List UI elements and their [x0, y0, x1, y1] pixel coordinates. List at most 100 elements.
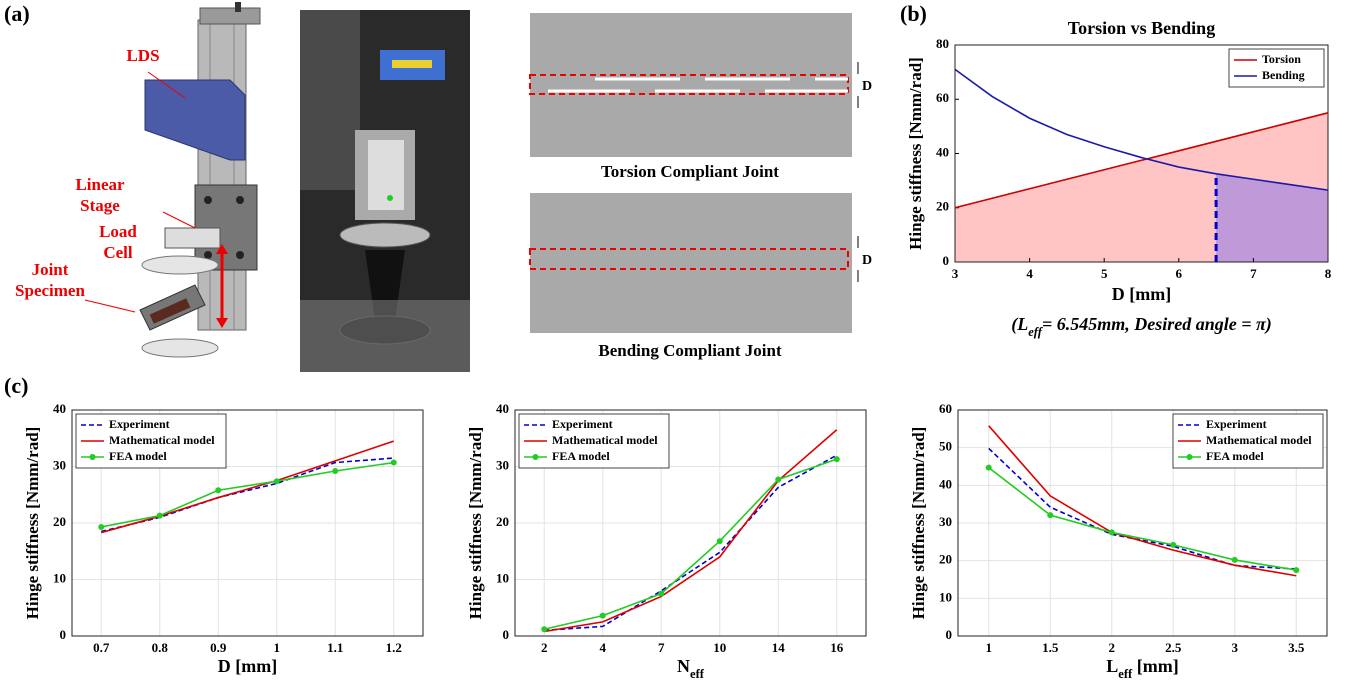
y-tick-label: 40: [53, 401, 66, 416]
y-tick-label: 30: [53, 457, 66, 472]
photo: [300, 10, 470, 372]
legend-label: Mathematical model: [552, 433, 658, 447]
x-tick-label: 6: [1176, 266, 1183, 281]
chart-caption-part: eff: [1028, 325, 1044, 339]
series-line: [101, 461, 394, 528]
series-line: [954, 112, 1329, 209]
callout: Stage: [80, 196, 120, 215]
chart-caption-part: (L: [1011, 314, 1028, 335]
callout: Load: [99, 222, 137, 241]
x-tick-label: 4: [1026, 266, 1033, 281]
y-tick-label: 30: [939, 514, 952, 529]
callout: Linear: [75, 175, 125, 194]
panel-label: (c): [4, 373, 28, 398]
legend-marker: [1186, 454, 1193, 460]
x-tick-label: 3.5: [1288, 640, 1305, 655]
series-line: [988, 425, 1297, 577]
legend-marker: [532, 454, 539, 460]
y-tick-label: 30: [496, 457, 509, 472]
legend-label: Experiment: [552, 417, 613, 431]
y-tick-label: 80: [936, 36, 949, 51]
chart-title: Torsion vs Bending: [1068, 18, 1215, 38]
series-line: [544, 458, 838, 630]
x-tick-label: 16: [830, 640, 844, 655]
x-tick-label: 10: [713, 640, 726, 655]
caption: Torsion Compliant Joint: [601, 162, 779, 181]
cad-illustration: [84, 2, 261, 358]
y-tick-label: 0: [503, 627, 510, 642]
legend-label: Experiment: [109, 417, 170, 431]
marker: [390, 459, 397, 466]
x-axis-label-part: eff: [1118, 667, 1133, 681]
caption: Bending Compliant Joint: [598, 341, 782, 360]
x-tick-label: 1.2: [386, 640, 402, 655]
x-tick-label: 2: [541, 640, 548, 655]
y-tick-label: 10: [53, 570, 66, 585]
area: [1216, 173, 1328, 262]
marker: [833, 456, 840, 463]
x-axis-label: D [mm]: [218, 656, 277, 676]
x-tick-label: 14: [772, 640, 786, 655]
marker: [1108, 529, 1115, 536]
x-tick-label: 0.9: [210, 640, 227, 655]
legend-label: Experiment: [1206, 417, 1267, 431]
plot-frame: [71, 409, 424, 637]
y-tick-label: 0: [946, 627, 953, 642]
marker: [599, 612, 606, 619]
marker: [1047, 512, 1054, 519]
y-tick-label: 10: [496, 570, 509, 585]
x-tick-label: 3: [952, 266, 959, 281]
series-line: [101, 440, 395, 534]
dimension-label: D: [862, 253, 872, 268]
marker: [1293, 567, 1300, 574]
series-line: [988, 466, 1297, 571]
callout: Specimen: [15, 281, 85, 300]
x-tick-label: 8: [1325, 266, 1332, 281]
marker: [775, 476, 782, 483]
series-line: [954, 68, 1329, 191]
legend-box: [1228, 48, 1325, 88]
x-tick-label: 1: [274, 640, 281, 655]
marker: [1231, 556, 1238, 563]
marker: [156, 512, 163, 519]
y-tick-label: 0: [943, 253, 950, 268]
callout: Cell: [103, 243, 133, 262]
x-axis-label-part: eff: [690, 667, 705, 681]
y-tick-label: 40: [496, 401, 509, 416]
legend-label: Torsion: [1262, 52, 1301, 66]
x-tick-label: 1: [986, 640, 993, 655]
x-tick-label: 5: [1101, 266, 1108, 281]
y-tick-label: 60: [939, 401, 952, 416]
x-axis-label-part: L: [1106, 656, 1118, 676]
dimension-label: D: [862, 79, 872, 94]
legend-label: FEA model: [1206, 449, 1264, 463]
marker: [332, 468, 339, 475]
y-tick-label: 0: [60, 627, 67, 642]
plot-frame: [514, 409, 867, 637]
y-axis-label: Hinge stiffness [Nmm/rad]: [23, 427, 42, 620]
x-axis-label-part: [mm]: [1132, 656, 1178, 676]
x-axis-label: Neff: [677, 656, 705, 681]
x-tick-label: 0.7: [93, 640, 110, 655]
marker: [273, 478, 280, 485]
y-axis-label: Hinge stiffness [Nmm/rad]: [466, 427, 485, 620]
x-tick-label: 7: [1250, 266, 1257, 281]
chart-caption: (Leff= 6.545mm, Desired angle = π): [1011, 314, 1272, 339]
x-tick-label: 0.8: [152, 640, 169, 655]
series-line: [544, 429, 838, 633]
x-axis-label: D [mm]: [1112, 284, 1171, 304]
y-tick-label: 50: [939, 439, 952, 454]
y-tick-label: 40: [939, 476, 952, 491]
marker: [1170, 541, 1177, 548]
x-axis-label-part: N: [677, 656, 690, 676]
legend-label: Mathematical model: [109, 433, 215, 447]
legend-label: Mathematical model: [1206, 433, 1312, 447]
marker: [215, 487, 222, 494]
y-axis-label: Hinge stiffness [Nmm/rad]: [909, 427, 928, 620]
marker: [716, 538, 723, 545]
x-axis-label: Leff [mm]: [1106, 656, 1178, 681]
series-line: [988, 447, 1297, 570]
series-line: [544, 454, 838, 632]
callout: Joint: [32, 260, 69, 279]
